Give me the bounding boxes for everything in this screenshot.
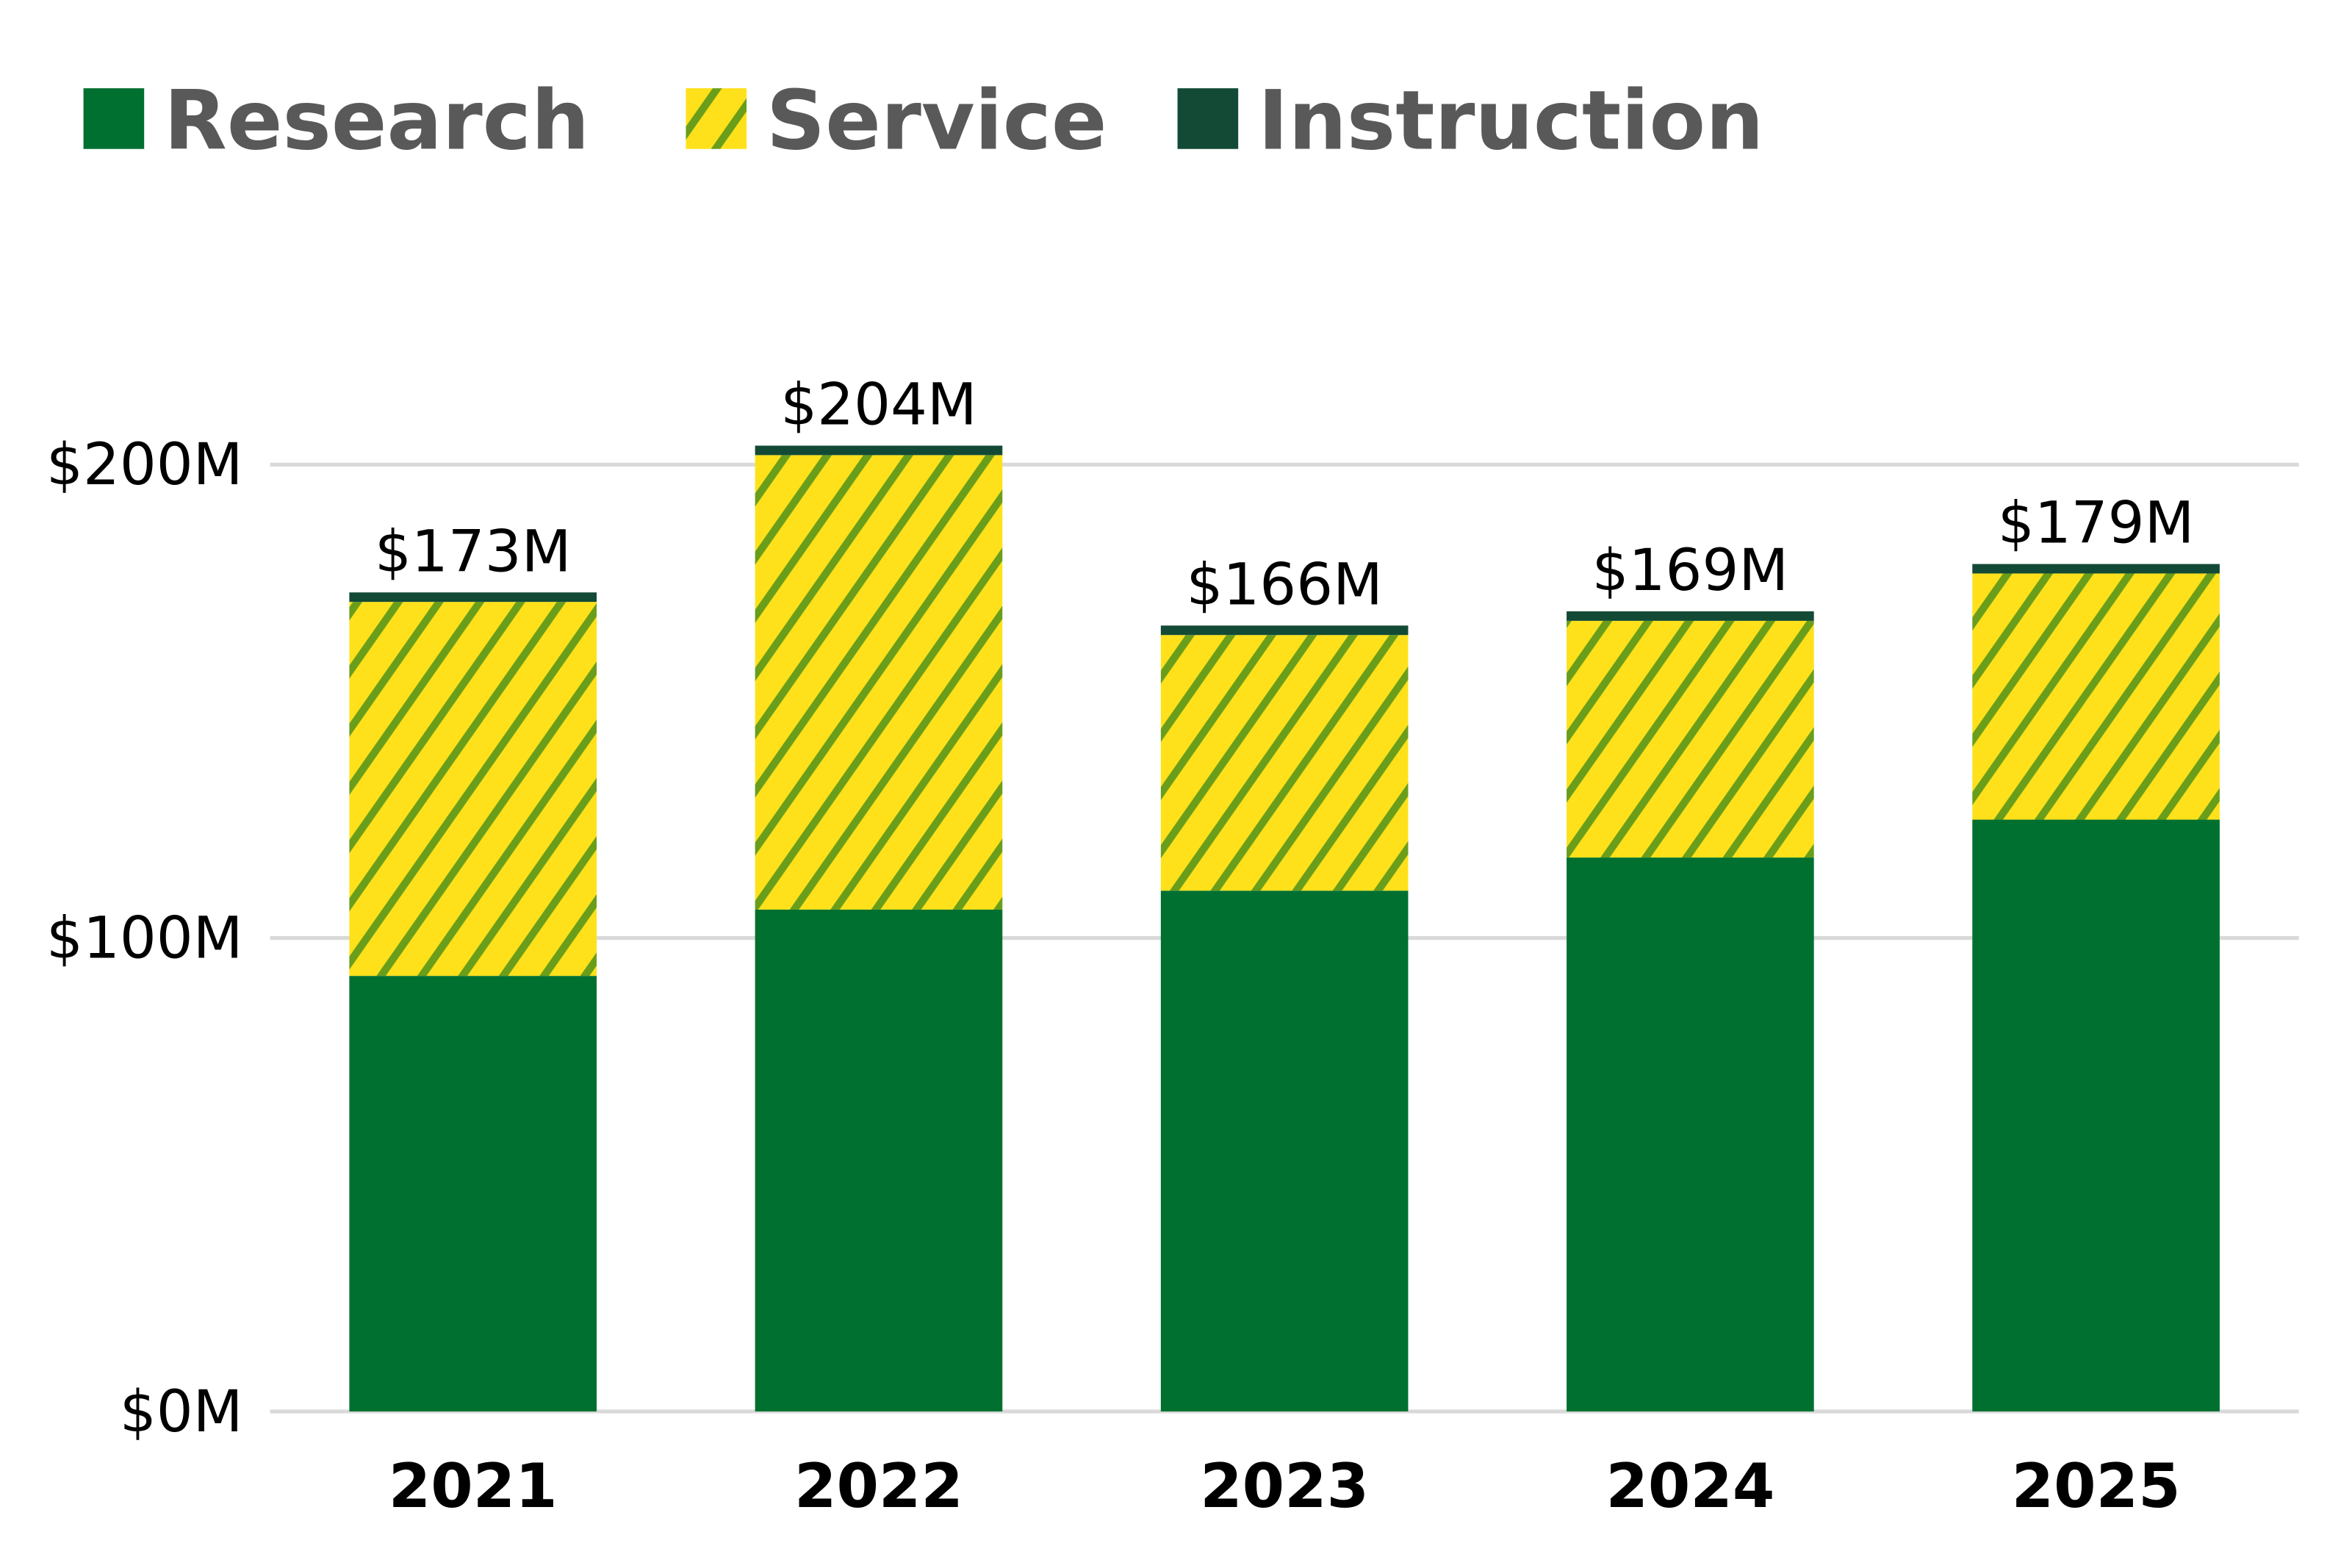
total-label: $169M xyxy=(1592,536,1788,604)
total-label: $166M xyxy=(1186,550,1382,618)
total-label: $173M xyxy=(375,517,571,585)
bars: $173M $204M $166M $169M $179M xyxy=(349,371,2220,1411)
legend-swatch-research xyxy=(83,88,145,149)
y-tick-label: $0M xyxy=(120,1378,243,1445)
total-label: $179M xyxy=(1998,489,2194,557)
bar-service-2025 xyxy=(1972,573,2220,820)
y-tick-label: $200M xyxy=(46,431,242,498)
total-label: $204M xyxy=(780,371,977,439)
bar-service-2024 xyxy=(1567,620,1814,858)
y-tick-label: $100M xyxy=(46,904,242,971)
x-tick-label: 2024 xyxy=(1605,1451,1774,1522)
x-tick-label: 2023 xyxy=(1200,1451,1369,1522)
x-tick-label: 2021 xyxy=(389,1451,558,1522)
bar-research-2025 xyxy=(1972,819,2220,1411)
bar-service-2022 xyxy=(755,455,1003,910)
bar-service-2023 xyxy=(1160,635,1409,891)
legend: Research Service Instruction xyxy=(83,73,1764,169)
bar-instruction-2024 xyxy=(1567,611,1814,621)
bar-service-2021 xyxy=(349,602,597,977)
bar-research-2024 xyxy=(1567,857,1814,1411)
bar-instruction-2022 xyxy=(755,445,1003,456)
x-axis: 2021 2022 2023 2024 2025 xyxy=(389,1451,2181,1522)
x-tick-label: 2022 xyxy=(794,1451,963,1522)
y-axis: $0M $100M $200M xyxy=(46,431,242,1445)
legend-label-research: Research xyxy=(164,73,589,169)
legend-label-service: Service xyxy=(766,73,1107,169)
bar-instruction-2021 xyxy=(349,592,597,603)
bar-research-2023 xyxy=(1160,891,1409,1411)
bar-instruction-2023 xyxy=(1160,625,1409,636)
legend-label-instruction: Instruction xyxy=(1258,73,1763,169)
bar-instruction-2025 xyxy=(1972,564,2220,574)
x-tick-label: 2025 xyxy=(2012,1451,2181,1522)
legend-swatch-instruction xyxy=(1177,88,1239,149)
legend-swatch-service xyxy=(686,88,747,149)
bar-research-2022 xyxy=(755,909,1003,1411)
bar-research-2021 xyxy=(349,976,597,1411)
